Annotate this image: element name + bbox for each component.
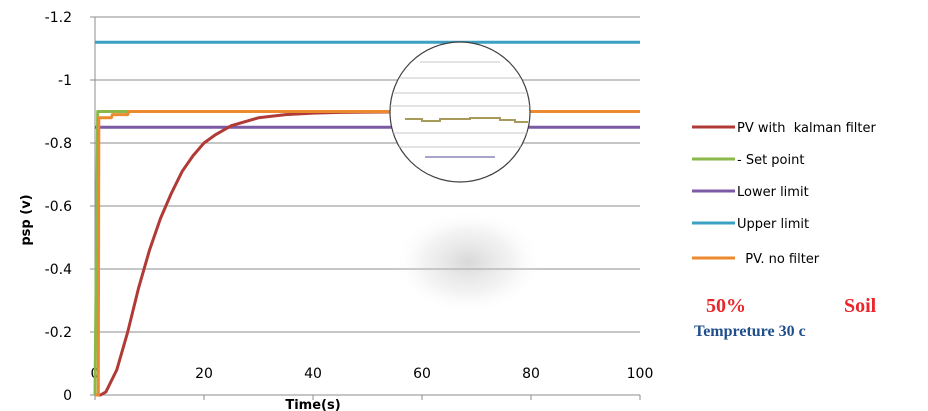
annotation-soil: Soil [844,295,877,317]
axes [90,16,641,400]
y-tick-label: -1 [58,73,72,89]
y-tick-label: -0.8 [45,136,72,152]
x-tick-label: 40 [304,366,322,382]
inset-pv-trace [405,117,528,123]
y-tick-label: 0 [63,388,72,404]
zoom-inset-content [390,61,530,158]
zoom-inset-circle [389,41,531,183]
legend-label-4: PV. no filter [737,252,820,267]
legend-label-3: Upper limit [737,217,809,232]
series-lines [93,40,640,397]
y-tick-label: -0.6 [45,199,72,215]
annotation-percent: 50% [706,295,746,317]
x-axis-title: Time(s) [285,398,340,411]
x-tick-label: 60 [413,366,431,382]
y-axis-title: psp (v) [19,194,34,245]
x-tick-labels: 0 20 40 60 80 100 [91,366,654,382]
grid-lines [95,16,640,333]
y-tick-label: -0.2 [45,325,72,341]
annotation-temperature: Tempreture 30 c [694,323,806,340]
y-tick-label: -0.4 [45,262,72,278]
x-tick-label: 100 [627,366,654,382]
y-tick-labels: 0 -0.2 -0.4 -0.6 -0.8 -1 -1.2 [45,10,72,404]
x-tick-label: 80 [522,366,540,382]
legend-label-1: - Set point [737,153,804,168]
zoom-inset [389,41,531,183]
legend-label-0: PV with kalman filter [737,121,876,136]
x-tick-label: 20 [195,366,213,382]
series-line-4 [95,110,640,397]
y-tick-label: -1.2 [45,10,72,26]
background-smudge [393,210,543,314]
series-line-0 [95,110,640,397]
legend-label-2: Lower limit [737,185,809,200]
legend: PV with kalman filter - Set point Lower li… [692,121,876,267]
series-line-1 [93,110,640,396]
